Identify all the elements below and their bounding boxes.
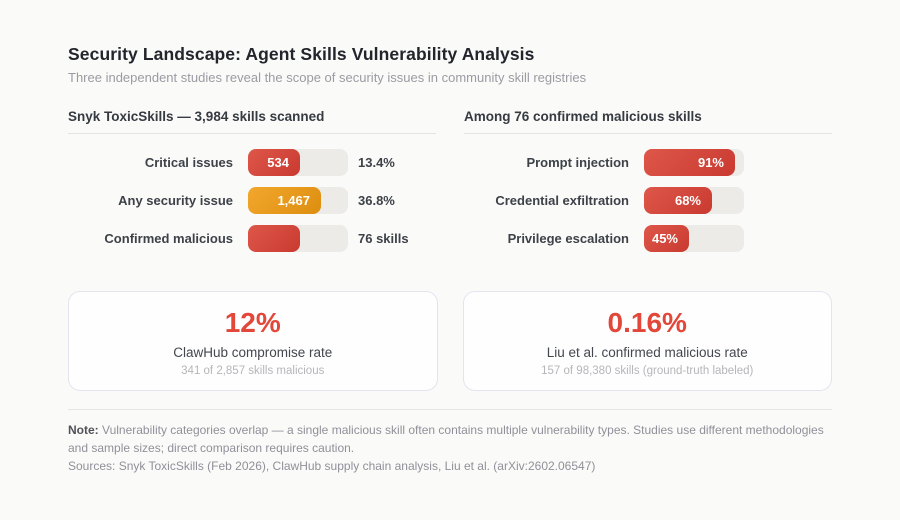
bar-rows: Prompt injection 91% Credential exfiltra… xyxy=(464,149,832,252)
footer-sources: Sources: Snyk ToxicSkills (Feb 2026), Cl… xyxy=(68,459,596,473)
footer-note: Note: Vulnerability categories overlap —… xyxy=(68,421,832,457)
bar-track: 534 xyxy=(248,149,348,176)
stat-label: Liu et al. confirmed malicious rate xyxy=(546,345,748,360)
bar-value-label: 68% xyxy=(674,193,701,208)
bar-row-confirmed-malicious: Confirmed malicious 76 skills xyxy=(68,225,436,252)
note-text: Vulnerability categories overlap — a sin… xyxy=(68,423,824,455)
bar-row-label: Critical issues xyxy=(144,155,233,170)
bar-panels: Snyk ToxicSkills — 3,984 skills scanned … xyxy=(68,110,832,263)
bar-row-value: 36.8% xyxy=(358,193,395,208)
page-title: Security Landscape: Agent Skills Vulnera… xyxy=(68,44,535,64)
note-label: Note: xyxy=(68,423,99,437)
panel-heading-snyk: Snyk ToxicSkills — 3,984 skills scanned xyxy=(68,110,436,134)
page-subtitle: Three independent studies reveal the sco… xyxy=(68,70,587,85)
footer-divider xyxy=(68,409,832,410)
bar-row-critical-issues: Critical issues 534 13.4% xyxy=(68,149,436,176)
bar-row-any-security-issue: Any security issue 1,467 36.8% xyxy=(68,187,436,214)
bar-row-value: 76 skills xyxy=(358,231,409,246)
bar-track: 1,467 xyxy=(248,187,348,214)
bar-row-label: Prompt injection xyxy=(526,155,629,170)
panel-snyk-toxicskills: Snyk ToxicSkills — 3,984 skills scanned … xyxy=(68,110,436,263)
stat-label: ClawHub compromise rate xyxy=(173,345,333,360)
bar-fill: 68% xyxy=(644,187,712,214)
panel-heading-malicious: Among 76 confirmed malicious skills xyxy=(464,110,832,134)
bar-row-label: Privilege escalation xyxy=(507,231,629,246)
bar-fill: 91% xyxy=(644,149,735,176)
stat-sublabel: 157 of 98,380 skills (ground-truth label… xyxy=(541,365,754,377)
bar-fill xyxy=(248,225,300,252)
bar-row-label: Credential exfiltration xyxy=(495,193,629,208)
bar-row-privilege-escalation: Privilege escalation 45% xyxy=(464,225,832,252)
bar-track xyxy=(248,225,348,252)
stat-cards: 12% ClawHub compromise rate 341 of 2,857… xyxy=(68,291,832,391)
bar-row-credential-exfiltration: Credential exfiltration 68% xyxy=(464,187,832,214)
bar-rows: Critical issues 534 13.4% Any security i… xyxy=(68,149,436,252)
stat-value: 0.16% xyxy=(607,307,687,338)
stat-card-liu-et-al: 0.16% Liu et al. confirmed malicious rat… xyxy=(462,291,832,391)
stat-value: 12% xyxy=(224,307,281,338)
bar-row-prompt-injection: Prompt injection 91% xyxy=(464,149,832,176)
bar-row-label: Confirmed malicious xyxy=(104,231,233,246)
bar-fill: 534 xyxy=(248,149,300,176)
bar-row-value: 13.4% xyxy=(358,155,395,170)
bar-track: 68% xyxy=(644,187,744,214)
bar-fill: 45% xyxy=(644,225,689,252)
bar-track: 91% xyxy=(644,149,744,176)
bar-value-label: 1,467 xyxy=(277,193,310,208)
bar-value-label: 45% xyxy=(651,231,678,246)
bar-track: 45% xyxy=(644,225,744,252)
bar-fill: 1,467 xyxy=(248,187,321,214)
stat-sublabel: 341 of 2,857 skills malicious xyxy=(181,365,325,377)
stat-card-clawhub: 12% ClawHub compromise rate 341 of 2,857… xyxy=(68,291,438,391)
bar-row-label: Any security issue xyxy=(118,193,233,208)
bar-value-label: 91% xyxy=(697,155,724,170)
bar-value-label: 534 xyxy=(267,155,289,170)
panel-malicious-skills: Among 76 confirmed malicious skills Prom… xyxy=(464,110,832,263)
